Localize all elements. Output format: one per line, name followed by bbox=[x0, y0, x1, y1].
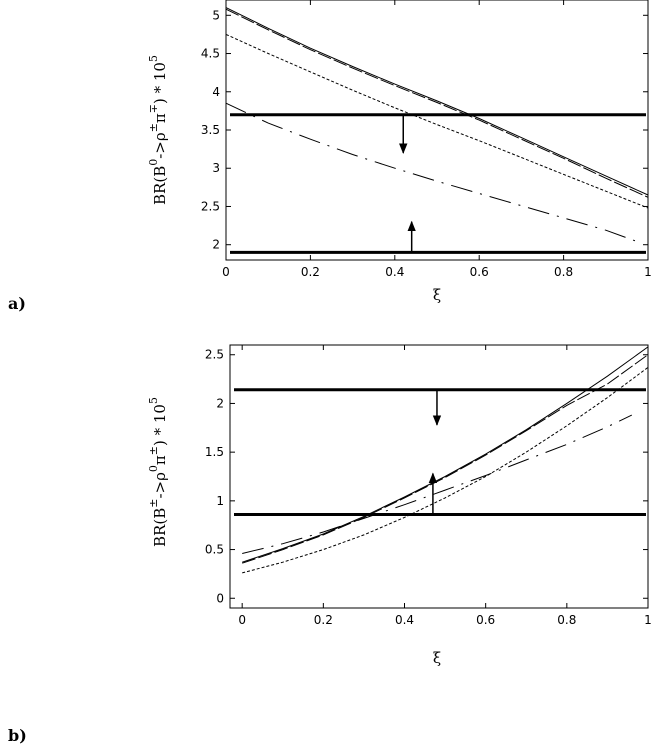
series-line-long-dash-a bbox=[225, 8, 649, 198]
bounds-group-a bbox=[230, 113, 646, 254]
x-tick-label-b: 0 bbox=[238, 613, 246, 627]
series-line-short-dash-b bbox=[242, 366, 649, 574]
x-tick-label-b: 0.4 bbox=[395, 613, 414, 627]
x-axis-label-a: ξ bbox=[433, 286, 441, 304]
bounds-group-b bbox=[234, 388, 646, 516]
x-tick-label-a: 0.6 bbox=[470, 265, 489, 279]
series-line-long-dash-b bbox=[242, 354, 649, 564]
y-tick-label-a: 4.5 bbox=[201, 47, 220, 61]
y-tick-label-b: 0 bbox=[216, 591, 224, 605]
x-tick-label-b: 1 bbox=[644, 613, 652, 627]
x-tick-label-b: 0.6 bbox=[476, 613, 495, 627]
y-tick-label-a: 3 bbox=[212, 161, 220, 175]
axis-ticks-a: 0 0.2 0.4 0.6 0.8 1 2 2.5 3 3.5 4 4.5 5 bbox=[201, 0, 652, 279]
svg-text:BR(B±->ρ0π±) * 105: BR(B±->ρ0π±) * 105 bbox=[147, 397, 169, 547]
y-tick-label-a: 5 bbox=[212, 8, 220, 22]
series-line-short-dash-a bbox=[225, 33, 649, 209]
x-tick-label-a: 0.8 bbox=[554, 265, 573, 279]
series-group-a bbox=[225, 7, 649, 242]
x-tick-label-a: 0.4 bbox=[385, 265, 404, 279]
y-tick-label-b: 2 bbox=[216, 396, 224, 410]
y-axis-label-a: BR(B0->ρ±π∓) * 105 bbox=[147, 55, 169, 205]
x-axis-label-b: ξ bbox=[433, 649, 441, 667]
axis-ticks-b: 0 0.2 0.4 0.6 0.8 1 0 0.5 1 1.5 2 2.5 bbox=[205, 345, 652, 627]
x-tick-label-b: 0.2 bbox=[314, 613, 333, 627]
series-line-solid-b bbox=[242, 346, 649, 563]
series-line-dash-dot-b bbox=[242, 414, 633, 554]
chart-panel-a: 0 0.2 0.4 0.6 0.8 1 2 2.5 3 3.5 4 4.5 5 ξ BR(B0->ρ±π… bbox=[8, 0, 652, 313]
x-tick-label-a: 0 bbox=[222, 265, 230, 279]
chart-panel-b: 0 0.2 0.4 0.6 0.8 1 0 0.5 1 1.5 2 2.5 ξ BR(B±->ρ0π±… bbox=[8, 344, 652, 745]
panel-label-a: a) bbox=[8, 294, 26, 313]
y-tick-label-a: 2.5 bbox=[201, 199, 220, 213]
series-line-dash-dot-a bbox=[225, 102, 636, 242]
plot-frame-a bbox=[225, 0, 649, 261]
series-group-b bbox=[242, 346, 649, 574]
plot-frame-b bbox=[229, 344, 649, 609]
svg-text:BR(B0->ρ±π∓) * 105: BR(B0->ρ±π∓) * 105 bbox=[147, 55, 169, 205]
y-tick-label-b: 1.5 bbox=[205, 445, 224, 459]
y-tick-label-b: 1 bbox=[216, 494, 224, 508]
x-tick-label-a: 1 bbox=[644, 265, 652, 279]
y-axis-label-b: BR(B±->ρ0π±) * 105 bbox=[147, 397, 169, 547]
y-tick-label-a: 3.5 bbox=[201, 123, 220, 137]
x-tick-label-a: 0.2 bbox=[301, 265, 320, 279]
y-tick-label-b: 2.5 bbox=[205, 348, 224, 362]
series-line-solid-a bbox=[225, 7, 649, 196]
x-tick-label-b: 0.8 bbox=[557, 613, 576, 627]
y-tick-label-b: 0.5 bbox=[205, 543, 224, 557]
panel-label-b: b) bbox=[8, 726, 27, 745]
y-tick-label-a: 2 bbox=[212, 238, 220, 252]
y-tick-label-a: 4 bbox=[212, 85, 220, 99]
